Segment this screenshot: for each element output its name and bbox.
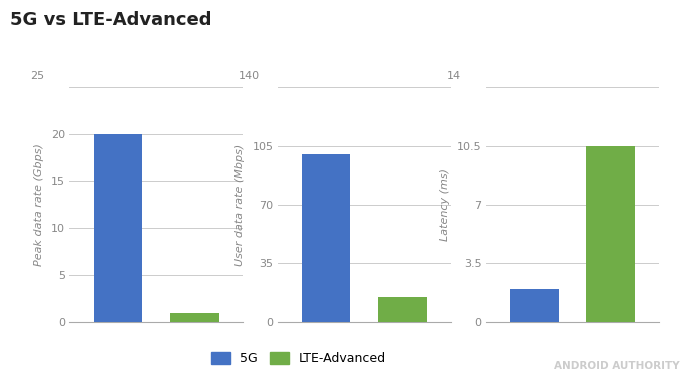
Y-axis label: Latency (ms): Latency (ms) bbox=[440, 168, 450, 241]
Text: 140: 140 bbox=[239, 71, 260, 81]
Bar bbox=[302, 154, 350, 322]
Bar bbox=[510, 288, 559, 322]
Text: 14: 14 bbox=[447, 71, 461, 81]
Text: ANDROID AUTHORITY: ANDROID AUTHORITY bbox=[555, 362, 680, 371]
Y-axis label: User data rate (Mbps): User data rate (Mbps) bbox=[235, 144, 246, 266]
Bar bbox=[170, 313, 219, 322]
Bar bbox=[94, 134, 142, 322]
Text: 5G vs LTE-Advanced: 5G vs LTE-Advanced bbox=[10, 11, 212, 29]
Bar bbox=[586, 146, 635, 322]
Y-axis label: Peak data rate (Gbps): Peak data rate (Gbps) bbox=[34, 143, 44, 266]
Legend: 5G, LTE-Advanced: 5G, LTE-Advanced bbox=[208, 348, 389, 369]
Bar bbox=[378, 297, 427, 322]
Text: 25: 25 bbox=[31, 71, 44, 81]
